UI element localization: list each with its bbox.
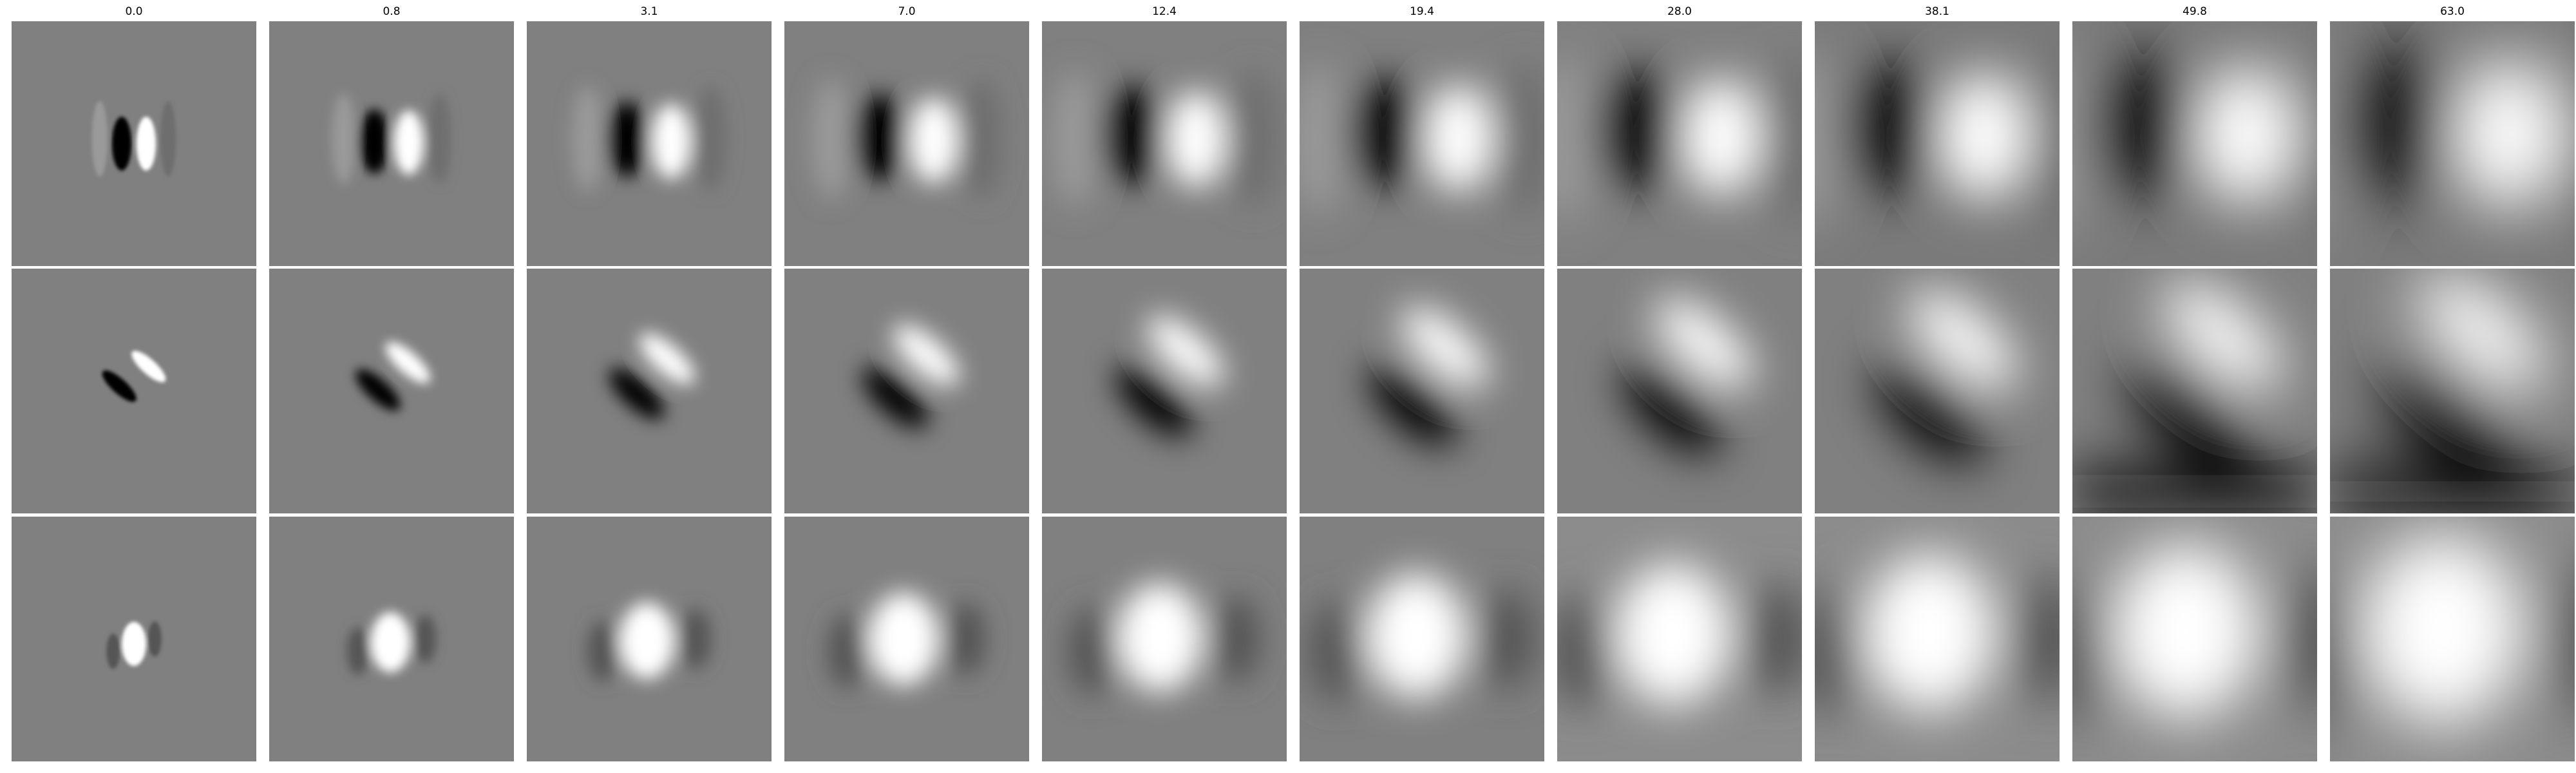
- filter-panel-r2-c2: [269, 269, 514, 513]
- filter-panel-r1-c7: [1557, 21, 1802, 266]
- filter-panel-r2-c4: [784, 269, 1029, 513]
- filter-panel-r3-c2: [269, 517, 514, 761]
- filter-panel-r1-c4: [784, 21, 1029, 266]
- column-title: 3.1: [640, 5, 658, 18]
- filter-panel-r2-c1: [12, 269, 256, 513]
- column-title: 28.0: [1667, 5, 1692, 18]
- filter-panel-r3-c7: [1557, 517, 1802, 761]
- filter-panel-r1-c1: [12, 21, 256, 266]
- column-title: 19.4: [1410, 5, 1434, 18]
- filter-panel-r3-c9: [2072, 517, 2317, 761]
- column-title: 12.4: [1152, 5, 1177, 18]
- filter-panel-r3-c5: [1042, 517, 1287, 761]
- filter-panel-r1-c6: [1300, 21, 1544, 266]
- filter-panel-r1-c9: [2072, 21, 2317, 266]
- filter-panel-r2-c7: [1557, 269, 1802, 513]
- column-title: 7.0: [898, 5, 916, 18]
- filter-panel-r3-c4: [784, 517, 1029, 761]
- column-title: 0.8: [383, 5, 401, 18]
- filter-panel-r3-c1: [12, 517, 256, 761]
- filter-panel-r2-c8: [1815, 269, 2060, 513]
- filter-panel-r1-c5: [1042, 21, 1287, 266]
- filter-panel-r1-c10: [2330, 21, 2575, 266]
- filter-panel-r3-c3: [527, 517, 772, 761]
- filter-panel-r2-c9: [2072, 269, 2317, 513]
- filter-panel-r3-c8: [1815, 517, 2060, 761]
- column-title: 63.0: [2440, 5, 2465, 18]
- filter-panel-r1-c3: [527, 21, 772, 266]
- filter-panel-r1-c8: [1815, 21, 2060, 266]
- filter-panel-r2-c10: [2330, 269, 2575, 513]
- column-title: 0.0: [125, 5, 143, 18]
- column-title: 38.1: [1925, 5, 1949, 18]
- column-title: 49.8: [2183, 5, 2207, 18]
- filter-panel-r3-c10: [2330, 517, 2575, 761]
- filter-panel-r2-c3: [527, 269, 772, 513]
- filter-panel-r2-c5: [1042, 269, 1287, 513]
- filter-panel-r3-c6: [1300, 517, 1544, 761]
- filter-panel-r2-c6: [1300, 269, 1544, 513]
- filter-panel-r1-c2: [269, 21, 514, 266]
